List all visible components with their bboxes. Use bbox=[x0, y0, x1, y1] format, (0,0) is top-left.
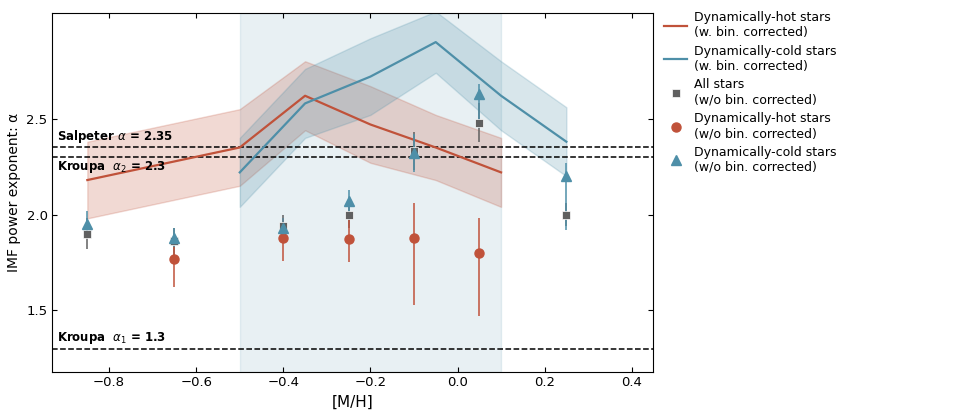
Y-axis label: IMF power exponent: α: IMF power exponent: α bbox=[7, 113, 21, 272]
Text: Kroupa  $\alpha_2$ = 2.3: Kroupa $\alpha_2$ = 2.3 bbox=[57, 159, 166, 176]
X-axis label: [M/H]: [M/H] bbox=[333, 395, 374, 410]
Legend: Dynamically-hot stars
(w. bin. corrected), Dynamically-cold stars
(w. bin. corre: Dynamically-hot stars (w. bin. corrected… bbox=[659, 6, 842, 179]
Text: Salpeter $\alpha$ = 2.35: Salpeter $\alpha$ = 2.35 bbox=[57, 128, 173, 145]
Bar bbox=[239, 13, 501, 372]
Text: Kroupa  $\alpha_1$ = 1.3: Kroupa $\alpha_1$ = 1.3 bbox=[57, 330, 166, 347]
